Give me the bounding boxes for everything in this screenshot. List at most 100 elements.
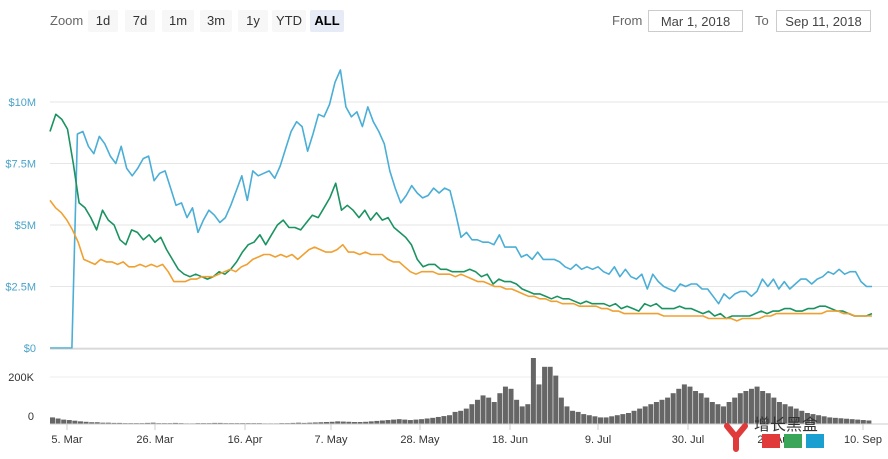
volume-bar [173,422,179,424]
volume-bar [77,421,83,424]
zoom-label: Zoom [50,13,84,28]
volume-bar [357,422,363,424]
volume-bar [592,416,598,424]
volume-tick-label: 0 [28,411,34,423]
zoom-all-button[interactable]: ALL [310,10,344,32]
volume-bar [793,408,799,424]
series-lines [49,69,873,349]
volume-bar [435,416,441,424]
volume-bar [72,420,78,424]
volume-bar [346,421,352,424]
volume-bar [547,366,553,424]
volume-bar [463,408,469,424]
volume-bar [827,417,833,424]
volume-bar [212,422,218,424]
x-tick-label: 16. Apr [228,434,263,446]
y-axis-labels: $0 $2.5M $5M $7.5M $10M [5,97,36,355]
volume-bar [693,391,699,424]
grid-lines [50,101,888,430]
price-orange-line [49,199,872,322]
volume-bar [855,419,861,424]
volume-bar [407,420,413,424]
x-tick-label: 30. Jul [672,434,704,446]
volume-bar [519,406,525,424]
to-date-input[interactable]: Sep 11, 2018 [776,10,871,32]
x-tick-label: 10. Sep [844,434,882,446]
volume-bars [50,358,872,424]
volume-bar [648,404,654,424]
volume-bar [50,417,55,424]
zoom-1y-button[interactable]: 1y [238,10,268,32]
volume-bar [637,408,643,424]
volume-bar [631,410,637,424]
volume-bar [598,417,603,424]
volume-bar [391,419,397,424]
volume-bar [832,417,838,424]
volume-bar [217,422,223,424]
x-tick-label: 5. Mar [51,434,83,446]
volume-bar [318,422,324,424]
volume-bar [61,419,67,424]
zoom-7d-button[interactable]: 7d [125,10,155,32]
y-tick-label: $0 [24,343,36,355]
volume-bar [430,417,436,424]
volume-bar [145,422,151,424]
volume-bar [424,418,430,424]
volume-bar [581,414,587,424]
volume-bar [374,420,380,424]
volume-bar [670,393,676,424]
volume-bar [743,391,749,424]
volume-bar [704,397,710,424]
volume-bar [296,422,302,424]
volume-bar [564,406,570,424]
volume-bar [698,393,704,424]
volume-bar [301,422,307,424]
from-date-input[interactable]: Mar 1, 2018 [648,10,743,32]
volume-bar [860,420,866,424]
volume-bar [335,421,341,424]
volume-bar [100,422,106,424]
volume-bar [105,422,111,424]
volume-bar [575,411,581,424]
y-tick-label: $5M [15,220,36,232]
volume-bar [542,366,548,424]
volume-bar [821,416,827,424]
volume-bar [55,418,61,424]
zoom-1d-button[interactable]: 1d [88,10,118,32]
volume-bar [474,399,480,424]
x-tick-label: 7. May [314,434,348,446]
volume-bar [117,422,123,424]
zoom-3m-button[interactable]: 3m [200,10,232,32]
volume-bar [804,413,810,424]
volume-bar [726,402,732,424]
volume-bar [838,418,844,424]
zoom-ytd-button[interactable]: YTD [272,10,306,32]
volume-bar [385,420,391,424]
volume-bar [458,410,464,424]
volume-bar [754,386,760,424]
volume-bar [290,422,296,424]
volume-bar [620,414,626,424]
volume-bar [514,399,520,424]
volume-bar [866,420,872,424]
zoom-1m-button[interactable]: 1m [162,10,194,32]
volume-bar [782,404,788,424]
watermark-logo: 增长黑盒 [724,415,824,452]
volume-bar [681,384,687,424]
volume-bar [312,422,318,424]
y-tick-label: $7.5M [5,159,36,171]
volume-bar [363,421,369,424]
volume-bar [502,386,508,424]
chart-toolbar: Zoom 1d 7d 1m 3m 1y YTD ALL From Mar 1, … [0,0,888,44]
volume-bar [816,415,822,424]
volume-bar [810,414,816,424]
volume-bar [486,397,492,424]
volume-bar [771,397,777,424]
from-label: From [612,13,643,28]
volume-bar [737,393,743,424]
volume-bar [715,404,721,424]
to-label: To [755,13,769,28]
volume-bar [111,422,117,424]
volume-bar [491,402,497,424]
